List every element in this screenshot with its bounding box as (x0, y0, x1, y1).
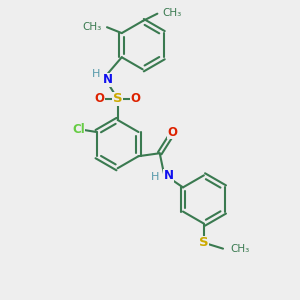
Text: N: N (103, 74, 113, 86)
Text: O: O (131, 92, 141, 105)
Text: O: O (94, 92, 104, 105)
Text: CH₃: CH₃ (82, 22, 102, 32)
Text: O: O (167, 125, 177, 139)
Text: CH₃: CH₃ (230, 244, 250, 254)
Text: Cl: Cl (72, 123, 85, 136)
Text: S: S (199, 236, 209, 249)
Text: S: S (113, 92, 122, 105)
Text: H: H (92, 69, 100, 79)
Text: CH₃: CH₃ (163, 8, 182, 18)
Text: N: N (164, 169, 174, 182)
Text: H: H (151, 172, 159, 182)
